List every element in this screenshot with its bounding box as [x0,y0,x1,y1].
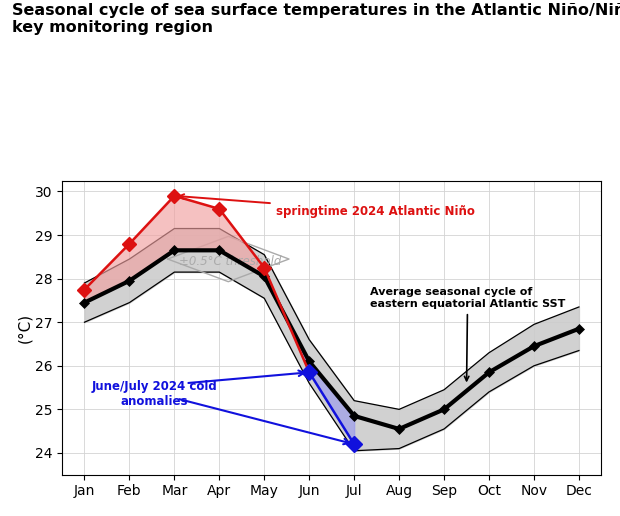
Y-axis label: (°C): (°C) [17,313,32,343]
Text: springtime 2024 Atlantic Niño: springtime 2024 Atlantic Niño [179,194,474,218]
Text: ±0.5°C threshold: ±0.5°C threshold [179,255,281,268]
Text: Seasonal cycle of sea surface temperatures in the Atlantic Niño/Niña
key monitor: Seasonal cycle of sea surface temperatur… [12,3,620,35]
Text: Average seasonal cycle of
eastern equatorial Atlantic SST: Average seasonal cycle of eastern equato… [370,287,565,381]
Text: June/July 2024 cold
anomalies: June/July 2024 cold anomalies [91,380,217,408]
